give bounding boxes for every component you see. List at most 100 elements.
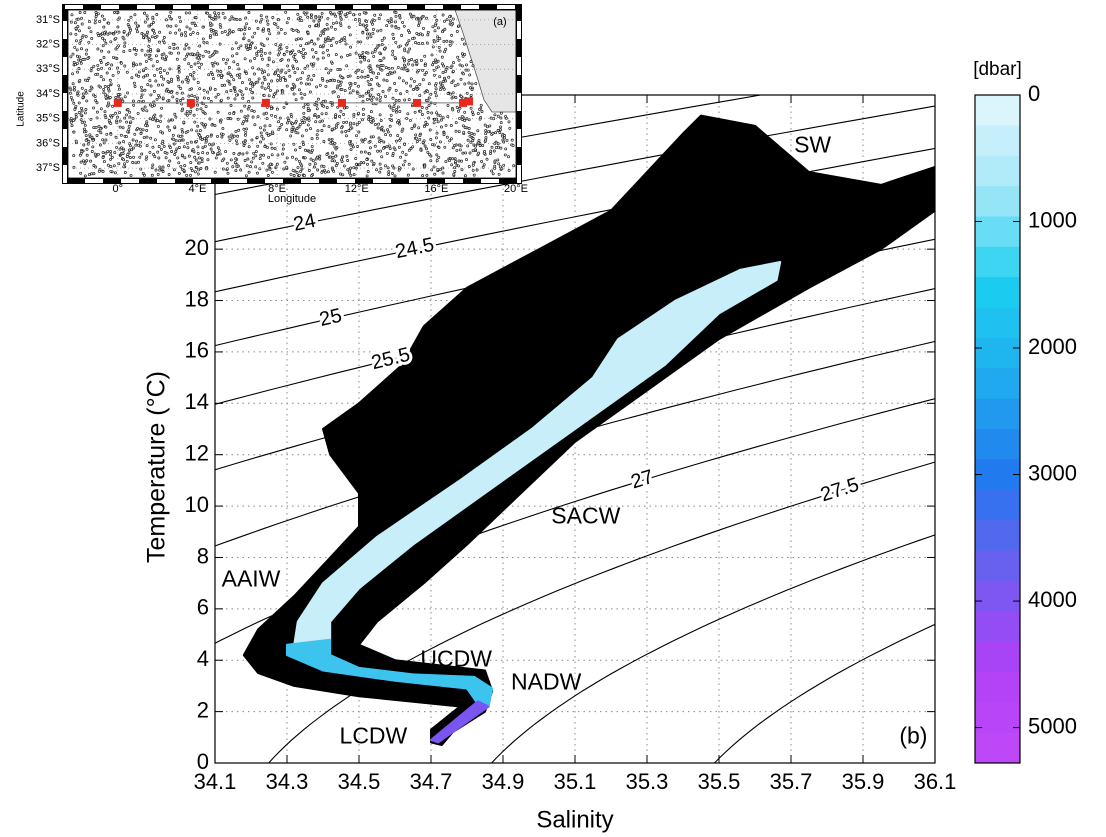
profile-dot [285, 165, 289, 169]
profile-dot [266, 22, 270, 26]
profile-dot [232, 60, 236, 64]
profile-dot [97, 169, 101, 173]
profile-dot [103, 85, 107, 88]
profile-dot [197, 168, 201, 172]
profile-dot [453, 157, 457, 161]
profile-dot [444, 123, 448, 127]
profile-dot [388, 147, 392, 151]
profile-dot [117, 30, 121, 34]
annotation: NADW [511, 668, 582, 694]
profile-dot [338, 21, 342, 25]
profile-dot [213, 16, 217, 19]
profile-dot [239, 109, 243, 113]
profile-dot [180, 127, 184, 131]
profile-dot [426, 89, 430, 93]
profile-dot [113, 171, 117, 175]
profile-dot [243, 159, 247, 162]
profile-dot [417, 24, 421, 27]
profile-dot [70, 98, 74, 102]
profile-dot [71, 82, 75, 86]
profile-dot [118, 119, 122, 123]
profile-dot [396, 105, 400, 109]
profile-dot [175, 98, 179, 101]
profile-dot [466, 144, 470, 148]
profile-dot [242, 144, 246, 147]
profile-dot [118, 111, 121, 115]
profile-dot [318, 154, 322, 158]
profile-dot [275, 107, 279, 111]
profile-dot [388, 20, 391, 24]
profile-dot [242, 120, 246, 124]
profile-dot [425, 71, 428, 75]
station [186, 98, 195, 107]
profile-dot [237, 152, 241, 156]
profile-dot [397, 26, 401, 30]
profile-dot [87, 40, 91, 44]
profile-dot [94, 15, 98, 19]
profile-dot [181, 130, 185, 134]
profile-dot [313, 113, 317, 116]
profile-dot [497, 172, 501, 176]
profile-dot [441, 71, 445, 75]
profile-dot [208, 14, 212, 18]
profile-dot [325, 22, 329, 26]
profile-dot [405, 81, 408, 85]
profile-dot [305, 128, 308, 132]
profile-dot [407, 59, 411, 62]
profile-dot [190, 52, 194, 56]
profile-dot [379, 149, 383, 153]
profile-dot [454, 129, 458, 133]
profile-dot [92, 164, 96, 167]
y-tick-label: 2 [197, 697, 209, 722]
profile-dot [456, 82, 460, 86]
isopycnal [714, 623, 935, 763]
profile-dot [99, 131, 103, 135]
profile-dot [185, 25, 189, 29]
profile-dot [306, 109, 310, 112]
profile-dot [496, 114, 500, 118]
profile-dot [133, 13, 137, 17]
profile-dot [174, 115, 178, 119]
profile-dot [312, 165, 316, 169]
profile-dot [336, 95, 340, 99]
profile-dot [92, 64, 96, 68]
profile-dot [189, 32, 193, 36]
profile-dot [500, 167, 504, 171]
profile-dot [366, 75, 370, 79]
profile-dot [226, 33, 230, 37]
profile-dot [213, 51, 217, 55]
profile-dot [335, 21, 339, 25]
y-tick-label: 4 [197, 646, 209, 671]
profile-dot [108, 78, 112, 82]
profile-dot [403, 159, 407, 163]
profile-dot [361, 23, 365, 27]
profile-dot [131, 64, 135, 68]
profile-dot [453, 170, 457, 173]
profile-dot [468, 134, 472, 138]
profile-dot [357, 130, 361, 134]
profile-dot [433, 14, 437, 18]
profile-dot [233, 90, 237, 93]
profile-dot [359, 60, 363, 64]
profile-dot [328, 79, 332, 83]
colorbar-band [975, 732, 1020, 764]
profile-dot [443, 50, 447, 54]
profile-dot [426, 99, 430, 103]
profile-dot [404, 43, 408, 47]
profile-dot [367, 59, 371, 63]
profile-dot [329, 68, 333, 72]
profile-dot [138, 127, 142, 131]
profile-dot [377, 84, 381, 88]
profile-dot [262, 75, 266, 79]
isopycnal [268, 461, 935, 763]
profile-dot [188, 27, 192, 31]
profile-dot [358, 163, 362, 167]
profile-dot [292, 92, 296, 96]
profile-dot [193, 170, 197, 174]
profile-dot [245, 127, 249, 131]
profile-dot [384, 133, 388, 137]
profile-dot [391, 171, 394, 175]
profile-dot [259, 14, 263, 18]
profile-dot [123, 64, 127, 68]
